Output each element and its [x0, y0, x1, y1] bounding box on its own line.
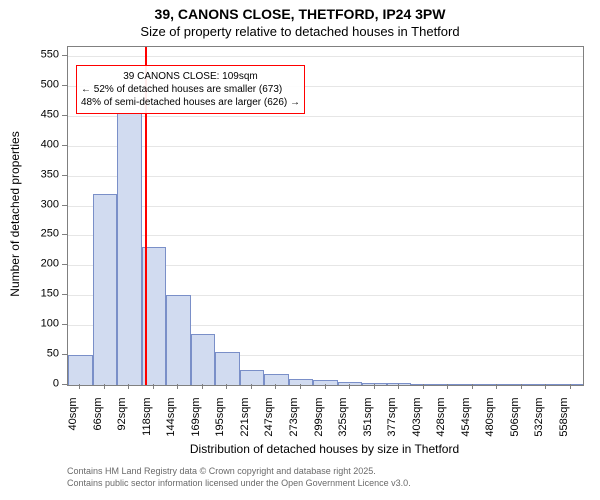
histogram-bar: [264, 374, 289, 385]
x-tick: [521, 384, 522, 389]
x-tick: [202, 384, 203, 389]
y-tick: [62, 234, 67, 235]
x-tick: [545, 384, 546, 389]
y-tick-label: 500: [29, 79, 59, 90]
y-tick-label: 300: [29, 199, 59, 210]
y-tick: [62, 55, 67, 56]
histogram-bar: [166, 295, 191, 385]
histogram-bar: [215, 352, 240, 385]
x-tick-label: 247sqm: [264, 398, 275, 448]
x-tick-label: 351sqm: [363, 398, 374, 448]
histogram-bar: [68, 355, 93, 385]
y-tick: [62, 384, 67, 385]
x-tick-label: 325sqm: [338, 398, 349, 448]
y-tick: [62, 85, 67, 86]
plot-area: 39 CANONS CLOSE: 109sqm← 52% of detached…: [67, 46, 584, 386]
x-tick-label: 454sqm: [461, 398, 472, 448]
x-tick-label: 403sqm: [412, 398, 423, 448]
y-tick-label: 250: [29, 229, 59, 240]
y-tick-label: 50: [29, 349, 59, 360]
y-tick-label: 550: [29, 49, 59, 60]
callout-box: 39 CANONS CLOSE: 109sqm← 52% of detached…: [76, 65, 305, 114]
histogram-bar: [117, 113, 142, 385]
callout-line-smaller: ← 52% of detached houses are smaller (67…: [81, 83, 300, 96]
x-tick: [570, 384, 571, 389]
chart-subtitle: Size of property relative to detached ho…: [0, 24, 600, 39]
y-tick: [62, 324, 67, 325]
x-tick-label: 66sqm: [93, 398, 104, 448]
histogram-bar: [191, 334, 216, 385]
x-tick-label: 169sqm: [191, 398, 202, 448]
y-tick-label: 400: [29, 139, 59, 150]
x-tick: [472, 384, 473, 389]
x-tick: [325, 384, 326, 389]
callout-line-larger: 48% of semi-detached houses are larger (…: [81, 96, 300, 109]
attribution-line-1: Contains HM Land Registry data © Crown c…: [67, 466, 411, 478]
x-tick: [275, 384, 276, 389]
x-tick-label: 377sqm: [387, 398, 398, 448]
y-tick-label: 350: [29, 169, 59, 180]
x-tick-label: 558sqm: [559, 398, 570, 448]
x-tick: [423, 384, 424, 389]
x-tick: [226, 384, 227, 389]
x-tick: [153, 384, 154, 389]
y-tick-label: 100: [29, 319, 59, 330]
x-tick: [251, 384, 252, 389]
x-tick-label: 92sqm: [117, 398, 128, 448]
x-tick-label: 506sqm: [510, 398, 521, 448]
x-tick-label: 299sqm: [314, 398, 325, 448]
x-tick: [496, 384, 497, 389]
y-tick-label: 200: [29, 259, 59, 270]
x-tick: [104, 384, 105, 389]
chart-title: 39, CANONS CLOSE, THETFORD, IP24 3PW: [0, 6, 600, 22]
x-tick: [398, 384, 399, 389]
x-tick-label: 428sqm: [436, 398, 447, 448]
x-tick: [177, 384, 178, 389]
x-tick-label: 221sqm: [240, 398, 251, 448]
x-tick: [349, 384, 350, 389]
x-tick-label: 532sqm: [534, 398, 545, 448]
x-tick-label: 144sqm: [166, 398, 177, 448]
x-tick: [447, 384, 448, 389]
y-tick: [62, 264, 67, 265]
y-tick-label: 150: [29, 289, 59, 300]
attribution-text: Contains HM Land Registry data © Crown c…: [67, 466, 411, 489]
y-tick: [62, 145, 67, 146]
x-tick-label: 118sqm: [142, 398, 153, 448]
x-tick-label: 273sqm: [289, 398, 300, 448]
x-tick-label: 40sqm: [68, 398, 79, 448]
y-tick: [62, 115, 67, 116]
histogram-bar: [93, 194, 118, 385]
attribution-line-2: Contains public sector information licen…: [67, 478, 411, 490]
y-tick: [62, 294, 67, 295]
callout-line-title: 39 CANONS CLOSE: 109sqm: [81, 70, 300, 83]
y-tick: [62, 205, 67, 206]
x-tick: [300, 384, 301, 389]
x-tick-label: 195sqm: [215, 398, 226, 448]
y-tick-label: 450: [29, 109, 59, 120]
histogram-bar: [240, 370, 265, 385]
y-tick-label: 0: [29, 379, 59, 390]
y-tick: [62, 175, 67, 176]
x-tick-label: 480sqm: [485, 398, 496, 448]
y-axis-label: Number of detached properties: [8, 114, 22, 314]
x-tick: [79, 384, 80, 389]
x-tick: [374, 384, 375, 389]
x-tick: [128, 384, 129, 389]
y-tick: [62, 354, 67, 355]
